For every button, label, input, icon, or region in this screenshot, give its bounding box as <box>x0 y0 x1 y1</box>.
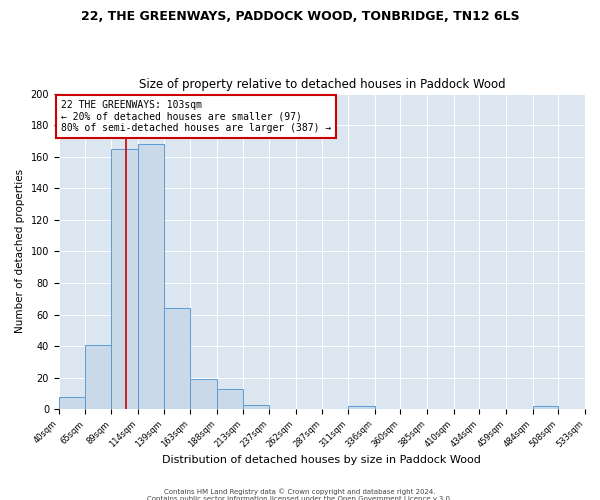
Bar <box>533 406 559 409</box>
Bar <box>59 396 85 409</box>
Text: Contains HM Land Registry data © Crown copyright and database right 2024.: Contains HM Land Registry data © Crown c… <box>164 488 436 495</box>
Bar <box>244 404 269 409</box>
Bar <box>85 344 111 410</box>
X-axis label: Distribution of detached houses by size in Paddock Wood: Distribution of detached houses by size … <box>163 455 481 465</box>
Text: 22 THE GREENWAYS: 103sqm
← 20% of detached houses are smaller (97)
80% of semi-d: 22 THE GREENWAYS: 103sqm ← 20% of detach… <box>61 100 331 133</box>
Text: 22, THE GREENWAYS, PADDOCK WOOD, TONBRIDGE, TN12 6LS: 22, THE GREENWAYS, PADDOCK WOOD, TONBRID… <box>80 10 520 23</box>
Bar <box>348 406 375 409</box>
Bar <box>111 149 138 409</box>
Bar <box>138 144 164 409</box>
Bar <box>164 308 190 410</box>
Y-axis label: Number of detached properties: Number of detached properties <box>15 170 25 334</box>
Bar <box>217 389 244 409</box>
Title: Size of property relative to detached houses in Paddock Wood: Size of property relative to detached ho… <box>139 78 505 91</box>
Text: Contains public sector information licensed under the Open Government Licence v.: Contains public sector information licen… <box>148 496 452 500</box>
Bar <box>190 380 217 410</box>
